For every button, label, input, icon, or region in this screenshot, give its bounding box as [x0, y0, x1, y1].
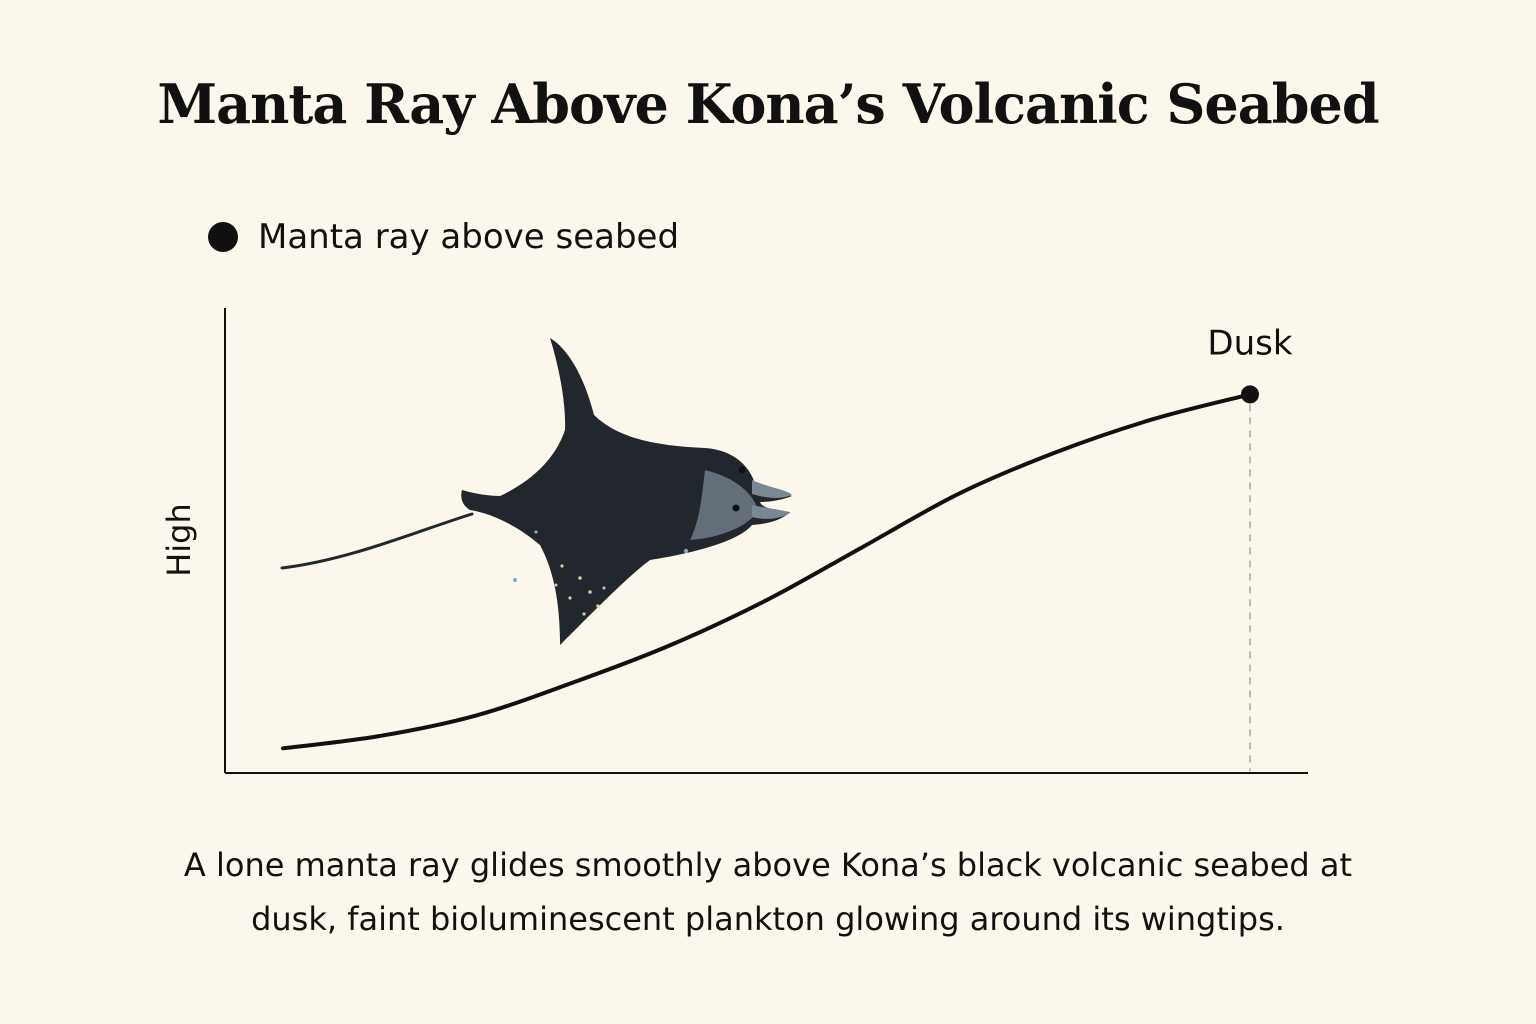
manta-head-fin-upper: [752, 480, 792, 498]
manta-head-fin-lower: [752, 505, 790, 519]
data-point-dusk: [1241, 385, 1259, 404]
manta-belly: [690, 470, 758, 540]
legend: Manta ray above seabed: [208, 214, 679, 260]
series-line-manta: [281, 392, 1252, 751]
plankton-speckles: [554, 564, 606, 616]
legend-marker: [208, 222, 238, 252]
chart-title: Manta Ray Above Kona’s Volcanic Seabed: [157, 72, 1379, 136]
manta-eye: [732, 504, 740, 512]
manta-body: [461, 338, 792, 645]
legend-label: Manta ray above seabed: [258, 217, 680, 257]
manta-eye: [738, 466, 746, 474]
chart-caption: A lone manta ray glides smoothly above K…: [183, 846, 1353, 938]
annotation-dusk: Dusk: [1207, 323, 1292, 363]
y-axis-label: High: [160, 503, 198, 577]
manta-tail: [280, 512, 474, 570]
manta-ray-illustration: [280, 338, 792, 645]
